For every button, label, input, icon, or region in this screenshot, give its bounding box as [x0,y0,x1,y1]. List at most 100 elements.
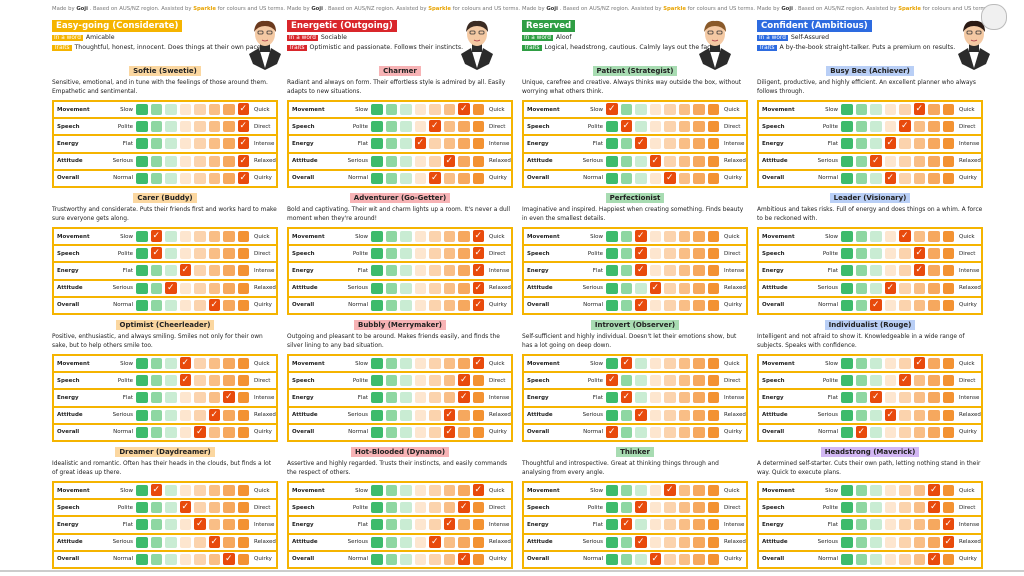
scale-cell[interactable] [870,282,882,294]
scale-cell[interactable] [693,519,705,531]
scale-cell[interactable] [635,485,647,497]
scale-cell[interactable] [707,155,719,167]
scale-cell[interactable] [841,155,853,167]
scale-cell[interactable] [841,121,853,133]
scale-cell[interactable] [414,265,426,277]
scale-cell[interactable] [385,375,397,387]
scale-cell[interactable] [635,519,647,531]
scale-cell[interactable] [707,172,719,184]
scale-cell[interactable] [649,358,661,370]
scale-cell[interactable] [472,172,484,184]
scale-cell[interactable] [664,121,676,133]
scale-cell[interactable] [620,485,632,497]
selected-check-icon[interactable] [194,425,206,438]
scale-cell[interactable] [371,299,383,311]
scale-cell[interactable] [429,265,441,277]
selected-check-icon[interactable] [635,535,647,548]
scale-cell[interactable] [223,426,235,438]
scale-cell[interactable] [371,375,383,387]
scale-cell[interactable] [884,155,896,167]
scale-cell[interactable] [870,375,882,387]
scale-cell[interactable] [443,536,455,548]
scale-cell[interactable] [928,231,940,243]
scale-cell[interactable] [899,299,911,311]
scale-cell[interactable] [899,392,911,404]
scale-cell[interactable] [208,172,220,184]
scale-cell[interactable] [635,553,647,565]
scale-cell[interactable] [855,485,867,497]
scale-cell[interactable] [414,553,426,565]
scale-cell[interactable] [664,426,676,438]
scale-cell[interactable] [472,409,484,421]
scale-cell[interactable] [179,138,191,150]
scale-cell[interactable] [620,375,632,387]
scale-cell[interactable] [928,248,940,260]
scale-cell[interactable] [208,519,220,531]
scale-cell[interactable] [371,248,383,260]
scale-cell[interactable] [429,426,441,438]
selected-check-icon[interactable] [223,391,235,404]
scale-cell[interactable] [664,155,676,167]
scale-cell[interactable] [179,248,191,260]
scale-cell[interactable] [208,282,220,294]
scale-cell[interactable] [165,138,177,150]
scale-cell[interactable] [400,104,412,116]
scale-cell[interactable] [678,392,690,404]
scale-cell[interactable] [194,231,206,243]
selected-check-icon[interactable] [620,120,632,133]
scale-cell[interactable] [150,155,162,167]
scale-cell[interactable] [237,519,249,531]
scale-cell[interactable] [237,392,249,404]
scale-cell[interactable] [855,553,867,565]
selected-check-icon[interactable] [635,501,647,514]
scale-cell[interactable] [179,104,191,116]
scale-cell[interactable] [429,485,441,497]
scale-cell[interactable] [194,358,206,370]
scale-cell[interactable] [223,358,235,370]
selected-check-icon[interactable] [237,154,249,167]
scale-cell[interactable] [870,409,882,421]
scale-cell[interactable] [179,231,191,243]
scale-cell[interactable] [913,536,925,548]
scale-cell[interactable] [870,121,882,133]
scale-cell[interactable] [223,502,235,514]
scale-cell[interactable] [237,409,249,421]
scale-cell[interactable] [179,519,191,531]
scale-cell[interactable] [678,231,690,243]
scale-cell[interactable] [165,392,177,404]
scale-cell[interactable] [678,426,690,438]
scale-cell[interactable] [208,121,220,133]
scale-cell[interactable] [414,155,426,167]
scale-cell[interactable] [223,282,235,294]
scale-cell[interactable] [443,502,455,514]
selected-check-icon[interactable] [913,103,925,116]
scale-cell[interactable] [194,248,206,260]
selected-check-icon[interactable] [472,298,484,311]
scale-cell[interactable] [400,502,412,514]
scale-cell[interactable] [443,392,455,404]
scale-cell[interactable] [443,485,455,497]
scale-cell[interactable] [400,485,412,497]
scale-cell[interactable] [223,248,235,260]
scale-cell[interactable] [664,104,676,116]
scale-cell[interactable] [371,231,383,243]
selected-check-icon[interactable] [237,137,249,150]
selected-check-icon[interactable] [237,120,249,133]
scale-cell[interactable] [208,502,220,514]
scale-cell[interactable] [899,519,911,531]
scale-cell[interactable] [165,519,177,531]
selected-check-icon[interactable] [884,281,896,294]
scale-cell[interactable] [165,553,177,565]
selected-check-icon[interactable] [208,298,220,311]
scale-cell[interactable] [458,231,470,243]
scale-cell[interactable] [855,265,867,277]
scale-cell[interactable] [884,104,896,116]
scale-cell[interactable] [443,375,455,387]
scale-cell[interactable] [237,358,249,370]
scale-cell[interactable] [165,104,177,116]
scale-cell[interactable] [194,409,206,421]
selected-check-icon[interactable] [179,264,191,277]
selected-check-icon[interactable] [870,391,882,404]
scale-cell[interactable] [371,392,383,404]
scale-cell[interactable] [884,392,896,404]
